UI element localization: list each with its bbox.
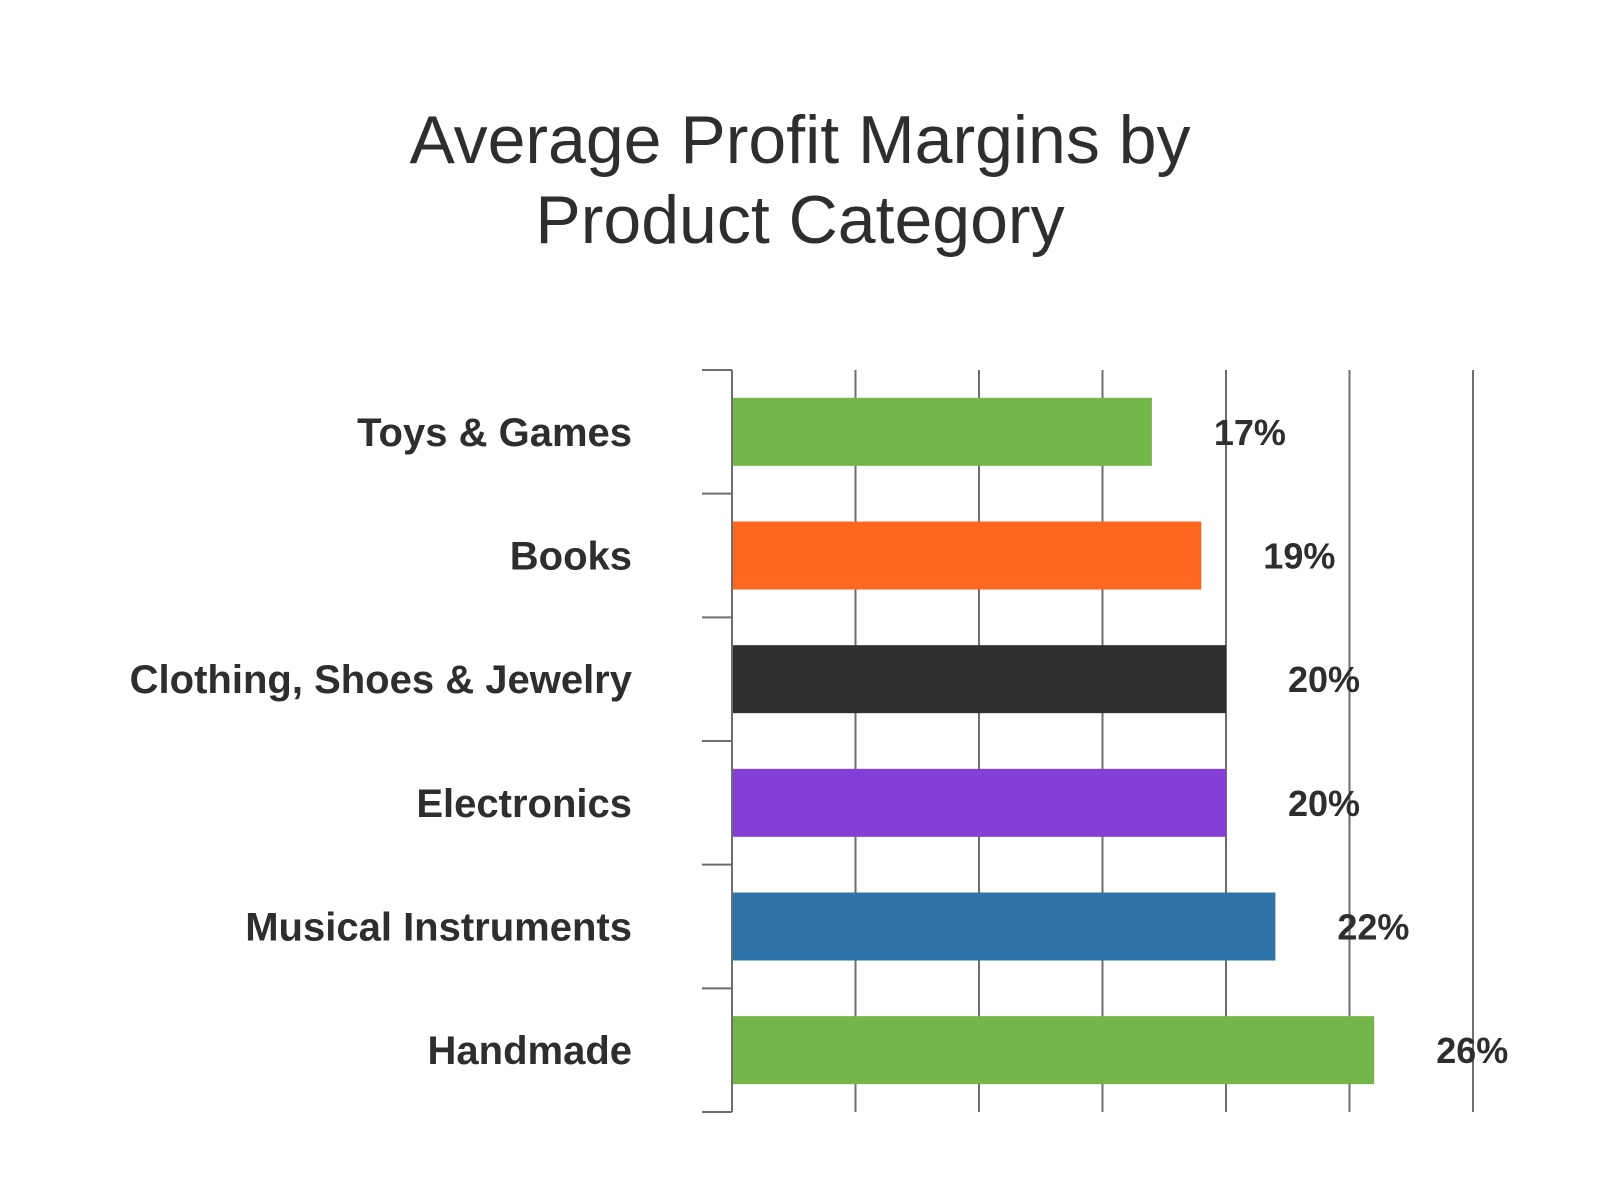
- category-label-5: Handmade: [428, 1029, 633, 1073]
- bar-5: [732, 1016, 1375, 1085]
- value-label-4: 22%: [1337, 907, 1409, 948]
- category-label-1: Books: [510, 535, 632, 579]
- category-label-0: Toys & Games: [357, 411, 632, 455]
- bar-4: [732, 892, 1276, 961]
- value-label-1: 19%: [1263, 536, 1335, 577]
- category-label-4: Musical Instruments: [245, 906, 632, 950]
- bar-2: [732, 645, 1226, 714]
- bar-1: [732, 521, 1202, 590]
- category-label-3: Electronics: [416, 782, 632, 826]
- chart-title-line-1: Average Profit Margins by: [409, 102, 1191, 178]
- bar-3: [732, 768, 1226, 837]
- chart-title: Average Profit Margins by Product Catego…: [0, 100, 1600, 260]
- value-label-2: 20%: [1288, 659, 1360, 700]
- bar-0: [732, 397, 1152, 466]
- value-label-3: 20%: [1288, 783, 1360, 824]
- bars: [732, 397, 1375, 1085]
- category-labels: Toys & Games Books Clothing, Shoes & Jewel…: [130, 411, 633, 1073]
- chart-title-line-2: Product Category: [535, 182, 1065, 258]
- y-axis: [702, 369, 733, 1113]
- value-label-5: 26%: [1436, 1030, 1508, 1071]
- value-labels: 17% 19% 20% 20% 22% 26%: [1214, 412, 1508, 1071]
- value-label-0: 17%: [1214, 412, 1286, 453]
- category-label-2: Clothing, Shoes & Jewelry: [130, 658, 633, 702]
- grid-lines: [854, 370, 1474, 1112]
